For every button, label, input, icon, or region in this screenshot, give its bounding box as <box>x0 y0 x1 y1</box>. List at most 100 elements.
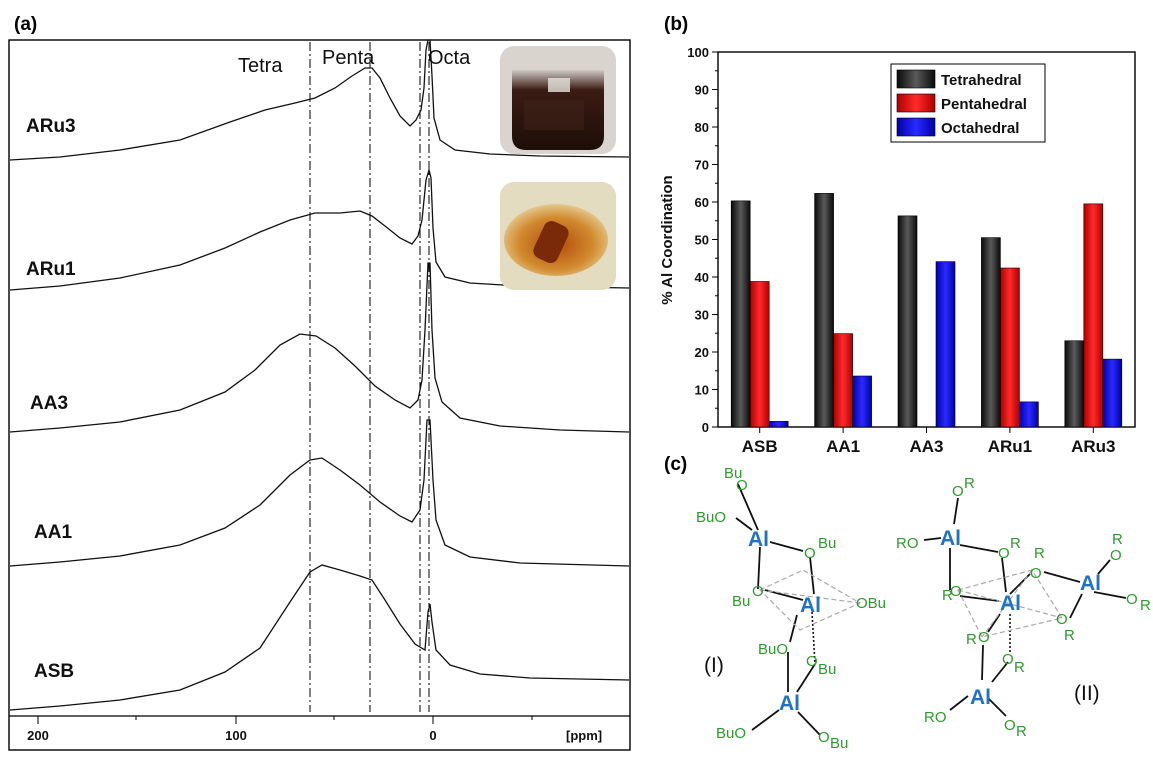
y-tick-label: 30 <box>695 308 709 323</box>
group-buo-2: BuO <box>758 641 788 658</box>
group-bu-5: Bu <box>830 735 848 752</box>
svg-text:O: O <box>950 583 962 600</box>
region-octa-label: Octa <box>428 47 471 69</box>
bar-y-axis-label: % Al Coordination <box>659 175 676 304</box>
al-atom-ii-1: Al <box>940 527 961 550</box>
group-o-3: O <box>752 583 764 600</box>
svg-text:R: R <box>1112 531 1123 548</box>
spectrum-asb <box>9 564 630 711</box>
svg-text:R: R <box>1140 597 1151 614</box>
nmr-x-ticks <box>37 716 533 724</box>
bar-pentahedral-aa1 <box>833 333 853 428</box>
nmr-tick-100: 100 <box>225 728 247 743</box>
legend-label-tetrahedral: Tetrahedral <box>941 72 1022 89</box>
bar-tetrahedral-aa3 <box>897 215 918 428</box>
region-tetra-label: Tetra <box>238 55 283 77</box>
category-label: AA3 <box>909 437 943 456</box>
panel-c-label: (c) <box>664 454 687 475</box>
svg-text:O: O <box>1110 547 1122 564</box>
legend-label-octahedral: Octahedral <box>941 120 1019 137</box>
nmr-x-unit: [ppm] <box>566 728 602 743</box>
panel-b-label: (b) <box>664 14 688 35</box>
nmr-tick-0: 0 <box>429 728 436 743</box>
spectrum-label-aa1: AA1 <box>34 522 72 543</box>
bar-tetrahedral-aa1 <box>814 193 834 428</box>
svg-text:R: R <box>1016 723 1027 740</box>
structure-i-label: (I) <box>704 654 724 677</box>
legend-swatch-pentahedral <box>896 93 936 113</box>
spectrum-label-aru3: ARu3 <box>26 116 76 137</box>
svg-text:RO: RO <box>924 709 947 726</box>
al-atom-3: Al <box>779 692 800 715</box>
beaker-photo-amber <box>500 182 616 290</box>
al-atom-ii-4: Al <box>970 686 991 709</box>
svg-text:O: O <box>1056 611 1068 628</box>
y-tick-label: 80 <box>695 120 709 135</box>
group-bu-1: Bu <box>724 465 742 482</box>
structure-ii-label: (II) <box>1074 682 1100 705</box>
bar-pentahedral-aru3 <box>1083 203 1104 428</box>
svg-text:R: R <box>1010 535 1021 552</box>
svg-text:O: O <box>1030 565 1042 582</box>
category-label: ASB <box>742 437 778 456</box>
y-tick-label: 10 <box>695 383 709 398</box>
category-label: AA1 <box>826 437 860 456</box>
svg-text:R: R <box>942 587 953 604</box>
y-tick-label: 40 <box>695 270 709 285</box>
bar-tetrahedral-asb <box>730 200 751 428</box>
al-atom-1: Al <box>748 528 769 551</box>
group-o-1: O <box>736 477 748 494</box>
bar-octahedral-asb <box>768 421 789 428</box>
spectrum-aru1 <box>9 167 630 291</box>
spectrum-aa1 <box>9 419 630 567</box>
svg-text:O: O <box>978 629 990 646</box>
legend-swatch-tetrahedral <box>896 69 936 89</box>
svg-text:O: O <box>1002 651 1014 668</box>
group-bu-2: Bu <box>818 535 836 552</box>
svg-text:O: O <box>1004 717 1016 734</box>
bar-pentahedral-aru1 <box>1000 267 1020 428</box>
group-o-5: O <box>818 729 830 746</box>
structure-i: Bu O BuO Al O Bu O Bu Al OBu BuO O Bu Al… <box>696 465 886 752</box>
svg-text:O: O <box>952 483 964 500</box>
group-bu-4: Bu <box>818 661 836 678</box>
category-label: ARu3 <box>1071 437 1115 456</box>
y-tick-label: 50 <box>695 233 709 248</box>
al-atom-ii-2: Al <box>1000 592 1021 615</box>
group-obu-1: OBu <box>856 595 886 612</box>
spectrum-aa3 <box>9 262 630 433</box>
svg-text:R: R <box>1014 659 1025 676</box>
svg-text:R: R <box>964 475 975 492</box>
bar-pentahedral-asb <box>749 281 770 428</box>
spectrum-label-aru1: ARu1 <box>26 259 76 280</box>
al-atom-2: Al <box>800 594 821 617</box>
y-tick-label: 0 <box>702 420 709 435</box>
bar-octahedral-aru3 <box>1102 358 1123 428</box>
bar-octahedral-aru1 <box>1019 401 1039 428</box>
svg-text:O: O <box>1126 591 1138 608</box>
nmr-frame <box>8 39 631 751</box>
svg-text:O: O <box>998 545 1010 562</box>
category-label: ARu1 <box>988 437 1032 456</box>
y-tick-label: 70 <box>695 158 709 173</box>
spectrum-aru3 <box>9 39 630 161</box>
svg-text:RO: RO <box>896 535 919 552</box>
group-buo-3: BuO <box>716 725 746 742</box>
group-o-4: O <box>806 653 818 670</box>
legend-swatch-octahedral <box>896 117 936 137</box>
bar-tetrahedral-aru3 <box>1064 340 1085 428</box>
spectrum-label-asb: ASB <box>34 661 74 682</box>
y-tick-label: 20 <box>695 345 709 360</box>
group-o-2: O <box>804 545 816 562</box>
y-tick-label: 60 <box>695 195 709 210</box>
group-buo-1: BuO <box>696 509 726 526</box>
bar-octahedral-aa1 <box>852 375 872 428</box>
nmr-tick-200: 200 <box>27 728 49 743</box>
nmr-spectra <box>9 39 630 711</box>
panel-a-label: (a) <box>14 14 37 35</box>
nmr-guide-lines <box>309 42 430 712</box>
spectrum-label-aa3: AA3 <box>30 393 68 414</box>
svg-text:R: R <box>966 631 977 648</box>
